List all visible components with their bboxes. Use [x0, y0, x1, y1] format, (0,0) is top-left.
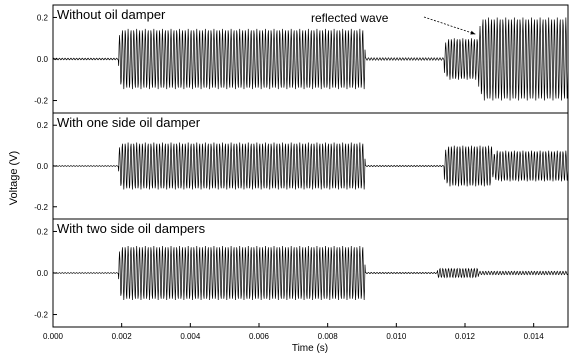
x-tick-label: 0.000	[43, 332, 64, 341]
y-tick-label: 0.2	[37, 13, 49, 22]
x-tick-label: 0.010	[386, 332, 407, 341]
y-tick-label: -0.2	[34, 311, 48, 320]
y-tick-label: -0.2	[34, 203, 48, 212]
x-axis-label: Time (s)	[292, 343, 328, 353]
x-tick-label: 0.014	[524, 332, 545, 341]
panel-title: Without oil damper	[57, 7, 166, 22]
waveform-line	[52, 142, 569, 190]
waveform-line	[52, 17, 569, 101]
waveform-line	[52, 245, 569, 301]
panel-1: 0.2 0.0 -0.2 Without oil damper reflected wa…	[34, 4, 569, 114]
x-tick-label: 0.004	[180, 332, 201, 341]
x-tick-label: 0.006	[249, 332, 270, 341]
annotation-arrowhead	[470, 30, 476, 35]
x-tick-label: 0.002	[112, 332, 133, 341]
annotation-label: reflected wave	[311, 11, 389, 25]
y-tick-label: 0.0	[37, 55, 49, 64]
panel-title: With two side oil dampers	[57, 221, 206, 236]
x-axis: 0.000 0.002 0.004 0.006 0.008 0.010 0.012 0.014	[43, 323, 544, 341]
y-axis-label: Voltage (V)	[8, 151, 20, 205]
panel-3: 0.2 0.0 -0.2 With two side oil dampers	[34, 218, 569, 328]
y-tick-label: 0.0	[37, 269, 49, 278]
y-tick-label: 0.2	[37, 121, 49, 130]
panel-title: With one side oil damper	[57, 115, 201, 130]
x-tick-label: 0.008	[318, 332, 339, 341]
y-tick-label: 0.0	[37, 162, 49, 171]
x-tick-label: 0.012	[455, 332, 476, 341]
annotation-arrow	[423, 16, 476, 35]
y-tick-label: 0.2	[37, 227, 49, 236]
panel-2: 0.2 0.0 -0.2 With one side oil damper	[34, 112, 569, 220]
y-tick-label: -0.2	[34, 97, 48, 106]
